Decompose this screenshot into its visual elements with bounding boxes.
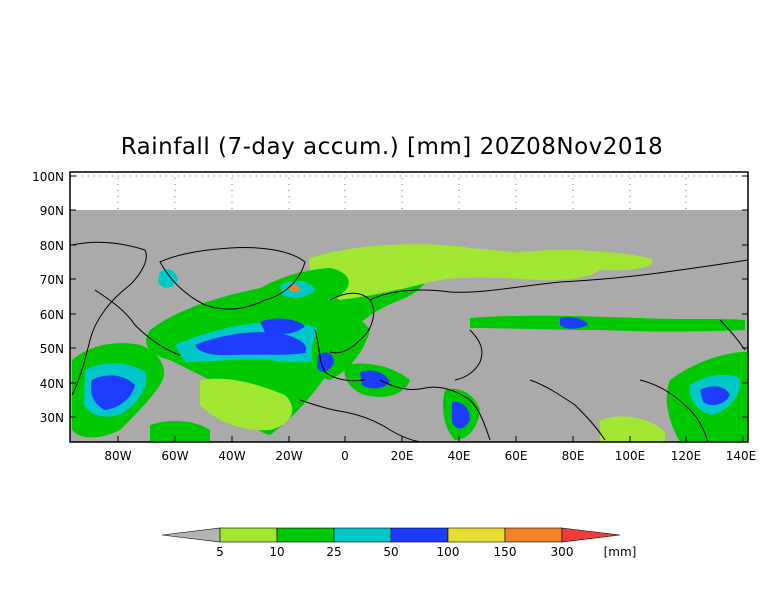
lon-label: 0	[341, 449, 349, 463]
rain-lightgreen-pacific	[600, 416, 665, 442]
rain-blue-us	[90, 375, 135, 410]
lon-label: 20E	[391, 449, 414, 463]
lon-label: 80E	[562, 449, 585, 463]
map-title: Rainfall (7-day accum.) [mm] 20Z08Nov201…	[120, 134, 664, 160]
rain-cyan-labrador	[158, 269, 178, 288]
legend-label: 25	[326, 545, 341, 559]
lon-axis	[117, 436, 744, 442]
legend-label: 150	[494, 545, 517, 559]
lat-label: 30N	[40, 411, 64, 425]
lon-label: 40W	[218, 449, 245, 463]
legend-swatch-above-300	[561, 527, 621, 543]
lat-axis	[70, 175, 748, 418]
rain-blue-japan	[700, 386, 730, 406]
lon-label: 120E	[671, 449, 702, 463]
lat-label: 40N	[40, 377, 64, 391]
lat-label: 100N	[32, 170, 64, 184]
rain-blue-med	[360, 370, 390, 389]
legend-label: 100	[437, 545, 460, 559]
legend: 5 10 25 50 100 150 300 [mm]	[161, 527, 637, 559]
lat-label: 90N	[40, 204, 64, 218]
lon-label: 60E	[505, 449, 528, 463]
plot-frame	[69, 171, 749, 443]
lon-label: 80W	[104, 449, 131, 463]
legend-label: 10	[269, 545, 284, 559]
lat-label: 50N	[40, 342, 64, 356]
legend-swatch-25-50	[333, 527, 392, 543]
coastlines	[71, 241, 748, 442]
rain-blue-natl2	[260, 318, 305, 334]
legend-swatch-100-150	[447, 527, 506, 543]
legend-label: 5	[216, 545, 224, 559]
legend-swatch-150-300	[504, 527, 563, 543]
legend-swatch-below-5	[161, 527, 221, 543]
rain-blue-iberia	[317, 352, 334, 372]
lon-labels: 80W 60W 40W 20W 0 20E 40E 60E 80E 100E 1…	[104, 449, 756, 463]
rain-orange-iceland	[288, 284, 300, 292]
legend-swatch-50-100	[390, 527, 449, 543]
lat-labels: 100N 90N 80N 70N 60N 50N 40N 30N	[32, 170, 64, 425]
lon-label: 60W	[161, 449, 188, 463]
legend-unit: [mm]	[604, 545, 637, 559]
rain-blue-natl	[195, 332, 307, 356]
legend-label: 50	[383, 545, 398, 559]
gridlines	[70, 172, 748, 210]
lon-label: 40E	[448, 449, 471, 463]
legend-swatch-10-25	[276, 527, 335, 543]
lon-label: 140E	[726, 449, 757, 463]
rain-blue-arabia	[452, 401, 470, 429]
rain-green-siberia	[470, 315, 745, 332]
rain-blue-siberia	[560, 317, 588, 329]
legend-swatch-5-10	[219, 527, 278, 543]
lon-label: 100E	[615, 449, 646, 463]
rain-lightgreen-south	[200, 378, 293, 431]
lat-label: 70N	[40, 273, 64, 287]
lon-label: 20W	[275, 449, 302, 463]
legend-label: 300	[551, 545, 574, 559]
rain-lightgreen-arctic	[520, 250, 653, 271]
lat-label: 60N	[40, 308, 64, 322]
rain-green-tropical-atl	[150, 420, 210, 442]
lat-label: 80N	[40, 239, 64, 253]
